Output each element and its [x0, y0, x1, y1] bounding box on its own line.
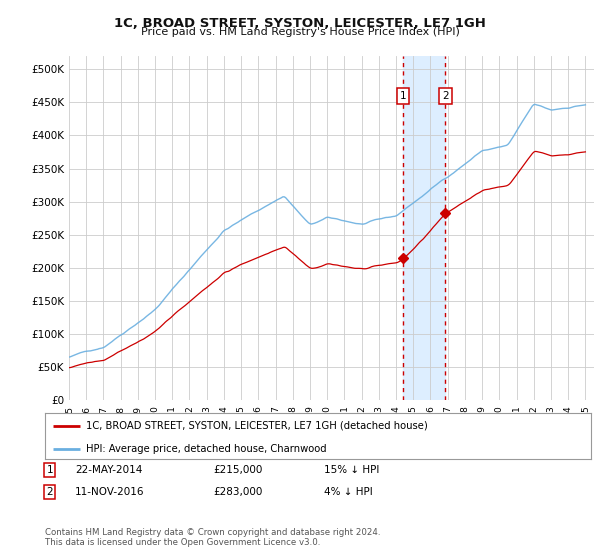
Text: 2: 2 — [46, 487, 53, 497]
Text: 4% ↓ HPI: 4% ↓ HPI — [324, 487, 373, 497]
Text: £283,000: £283,000 — [213, 487, 262, 497]
Text: 1: 1 — [400, 91, 406, 101]
Text: 1C, BROAD STREET, SYSTON, LEICESTER, LE7 1GH (detached house): 1C, BROAD STREET, SYSTON, LEICESTER, LE7… — [86, 421, 428, 431]
Text: Contains HM Land Registry data © Crown copyright and database right 2024.
This d: Contains HM Land Registry data © Crown c… — [45, 528, 380, 547]
Text: £215,000: £215,000 — [213, 465, 262, 475]
Text: Price paid vs. HM Land Registry's House Price Index (HPI): Price paid vs. HM Land Registry's House … — [140, 27, 460, 37]
Text: 1C, BROAD STREET, SYSTON, LEICESTER, LE7 1GH: 1C, BROAD STREET, SYSTON, LEICESTER, LE7… — [114, 17, 486, 30]
Text: HPI: Average price, detached house, Charnwood: HPI: Average price, detached house, Char… — [86, 444, 326, 454]
Text: 11-NOV-2016: 11-NOV-2016 — [75, 487, 145, 497]
Text: 1: 1 — [46, 465, 53, 475]
Text: 22-MAY-2014: 22-MAY-2014 — [75, 465, 142, 475]
Text: 15% ↓ HPI: 15% ↓ HPI — [324, 465, 379, 475]
Text: 2: 2 — [442, 91, 449, 101]
Bar — [403, 56, 445, 400]
